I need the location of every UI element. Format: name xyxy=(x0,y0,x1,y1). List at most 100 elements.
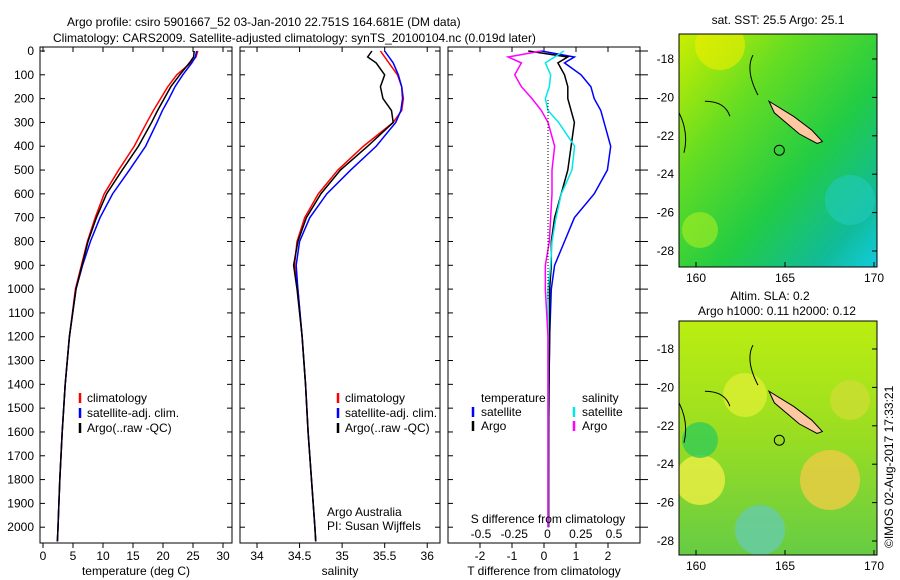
plot-frame xyxy=(39,46,233,544)
s-tick-label: -0.25 xyxy=(501,527,529,541)
sla-blob xyxy=(800,450,860,510)
plot-frame xyxy=(447,46,641,544)
new-caledonia-island xyxy=(767,99,824,145)
map-overlays xyxy=(679,344,870,555)
map-y-tick-label: -18 xyxy=(657,342,675,356)
y-tick-label: 0 xyxy=(27,44,34,58)
y-tick-label: 400 xyxy=(14,139,34,153)
x-tick-label: 34 xyxy=(250,549,264,563)
x-tick-label: -1 xyxy=(507,549,518,563)
series-line-temperature-argo xyxy=(528,50,576,528)
map-overlays xyxy=(679,34,875,248)
x-tick-label: 1 xyxy=(573,549,580,563)
map-frame xyxy=(678,320,878,556)
new-caledonia-island xyxy=(767,389,824,435)
map-panel-1: 160 165 170 -18 -20 -22 -24 -26 -28 xyxy=(657,33,884,285)
legend-heading-salinity: salinity xyxy=(582,391,619,405)
legend-label: climatology xyxy=(345,391,405,405)
sla-blob xyxy=(735,505,785,555)
sst-blob xyxy=(825,175,875,225)
y-tick-label: 300 xyxy=(14,115,34,129)
y-tick-label: 1600 xyxy=(7,425,34,439)
x-tick-label: 35.5 xyxy=(373,549,397,563)
x-tick-label: -2 xyxy=(475,549,486,563)
credit-label: ©IMOS 02-Aug-2017 17:33:21 xyxy=(882,385,896,548)
profile-panel-3: -2 -1 0 1 2T difference from climatology xyxy=(447,46,641,578)
legend-label: satellite-adj. clim. xyxy=(87,406,179,420)
series-line-salinity-argo xyxy=(505,50,556,528)
y-tick-label: 800 xyxy=(14,234,34,248)
plot-frame xyxy=(239,46,441,544)
y-tick-label: 1800 xyxy=(7,473,34,487)
legend-label: Argo(..raw -QC) xyxy=(345,421,430,435)
y-tick-label: 500 xyxy=(14,163,34,177)
x-axis-label: salinity xyxy=(322,564,359,578)
y-tick-label: 1400 xyxy=(7,377,34,391)
reef-contour xyxy=(679,344,759,443)
y-tick-label: 1500 xyxy=(7,401,34,415)
s-tick-label: -0.5 xyxy=(471,527,492,541)
map-y-tick-label: -24 xyxy=(657,167,675,181)
sla-map-subtitle: Argo h1000: 0.11 h2000: 0.12 xyxy=(698,304,856,318)
legend-heading-temperature: temperature xyxy=(481,391,546,405)
legend-label: satellite xyxy=(582,405,623,419)
map-y-tick-label: -20 xyxy=(657,90,675,104)
legend-label: Argo xyxy=(582,419,608,433)
x-tick-label: 5 xyxy=(70,549,77,563)
map-y-tick-label: -22 xyxy=(657,419,675,433)
map-y-tick-label: -18 xyxy=(657,52,675,66)
s-tick-label: 0.5 xyxy=(606,527,623,541)
map-frame xyxy=(678,33,878,268)
series-line-satellite-adj-clim- xyxy=(295,50,404,542)
x-tick-label: 25 xyxy=(186,549,200,563)
x-tick-label: 30 xyxy=(216,549,230,563)
x-tick-label: 34.5 xyxy=(288,549,312,563)
y-tick-label: 200 xyxy=(14,92,34,106)
sla-blob xyxy=(830,380,870,420)
x-tick-label: 10 xyxy=(96,549,110,563)
s-tick-label: 0 xyxy=(544,527,551,541)
s-tick-label: 0.25 xyxy=(569,527,593,541)
annotation-text: Argo Australia xyxy=(327,505,402,519)
profile-panel-2: 34 34.5 35 35.5 36 salinity climatologysatelli… xyxy=(239,46,441,578)
map-y-tick-label: -28 xyxy=(657,534,675,548)
sst-blob xyxy=(695,34,745,70)
annotation-text: PI: Susan Wijffels xyxy=(327,519,421,533)
map-x-tick-label: 170 xyxy=(864,559,884,573)
y-tick-label: 1000 xyxy=(7,282,34,296)
sla-blob xyxy=(682,422,718,458)
y-tick-label: 1200 xyxy=(7,330,34,344)
sst-blob xyxy=(682,212,718,248)
x-axis-label: temperature (deg C) xyxy=(82,564,190,578)
legend-label: satellite xyxy=(481,405,522,419)
map-x-tick-label: 170 xyxy=(864,271,884,285)
x-tick-label: 0 xyxy=(40,549,47,563)
s-axis-label: S difference from climatology xyxy=(471,512,626,526)
y-tick-label: 700 xyxy=(14,211,34,225)
map-y-tick-label: -20 xyxy=(657,380,675,394)
map-y-tick-label: -28 xyxy=(657,244,675,258)
y-tick-label: 1300 xyxy=(7,354,34,368)
argo-position-marker xyxy=(773,434,785,446)
x-tick-label: 0 xyxy=(541,549,548,563)
x-tick-label: 15 xyxy=(126,549,140,563)
y-tick-label: 900 xyxy=(14,258,34,272)
y-tick-label: 1900 xyxy=(7,496,34,510)
legend-label: Argo(..raw -QC) xyxy=(87,421,172,435)
sla-blob xyxy=(723,373,767,417)
y-tick-label: 600 xyxy=(14,187,34,201)
legend-label: satellite-adj. clim. xyxy=(345,406,437,420)
x-tick-label: 35 xyxy=(335,549,349,563)
reef-contour xyxy=(679,54,759,153)
map-x-tick-label: 165 xyxy=(775,271,795,285)
map-panel-2: 160 165 170 -18 -20 -22 -24 -26 -28 xyxy=(657,320,884,573)
sla-map-title: Altim. SLA: 0.2 xyxy=(730,289,810,303)
sla-blob xyxy=(679,455,725,505)
x-axis-label: T difference from climatology xyxy=(467,564,621,578)
profile-panel-1: 0 5 10 15 20 25 30 temperature (deg C) climatolo… xyxy=(39,46,233,578)
series-line-argo-raw-qc- xyxy=(56,50,195,542)
y-tick-label: 100 xyxy=(14,68,34,82)
series-line-temperature-satellite xyxy=(541,50,612,528)
map-x-tick-label: 160 xyxy=(686,271,706,285)
x-tick-label: 20 xyxy=(156,549,170,563)
